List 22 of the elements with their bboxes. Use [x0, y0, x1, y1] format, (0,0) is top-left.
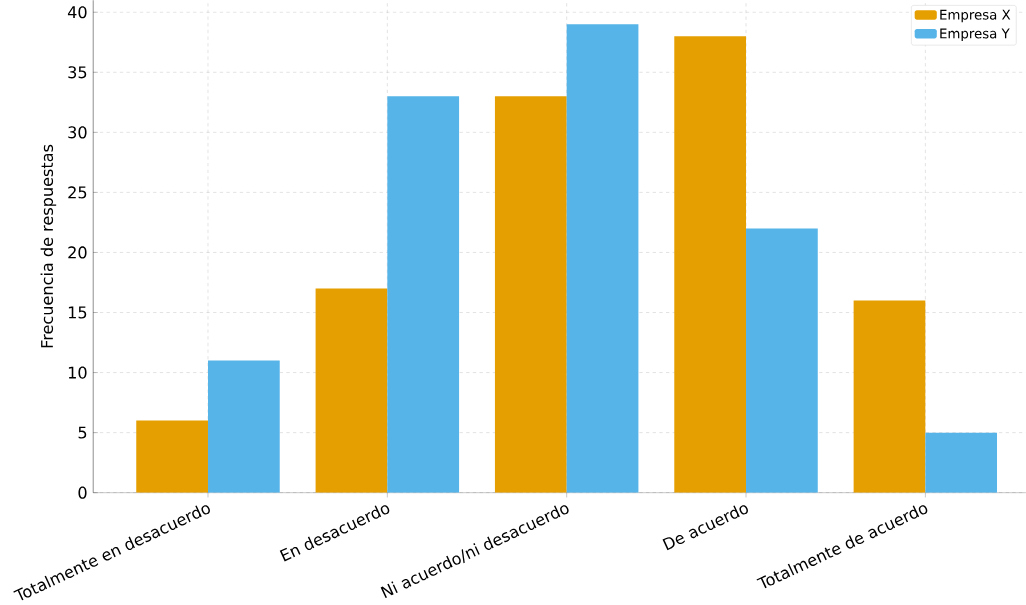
y-tick-label: 15	[68, 306, 87, 319]
y-tick-label: 5	[78, 426, 87, 439]
bar	[566, 24, 639, 493]
y-tick-label: 30	[68, 126, 87, 139]
bar	[853, 300, 926, 493]
legend-label: Empresa X	[940, 9, 1011, 23]
bar	[494, 96, 567, 493]
y-tick-label: 35	[68, 66, 87, 79]
y-tick-label: 10	[68, 366, 87, 379]
bar	[746, 228, 818, 493]
bar	[674, 36, 747, 493]
legend-label: Empresa Y	[940, 28, 1010, 41]
bar	[315, 288, 388, 493]
y-tick-label: 40	[67, 6, 87, 19]
y-tick-label: 20	[68, 246, 87, 259]
bar	[387, 96, 460, 493]
y-axis-title: Frecuencia de respuestas	[40, 144, 57, 348]
y-tick-label: 0	[78, 486, 87, 499]
bar	[925, 432, 998, 493]
y-tick-label: 25	[68, 186, 87, 199]
bar	[207, 360, 280, 493]
bar	[136, 420, 208, 493]
